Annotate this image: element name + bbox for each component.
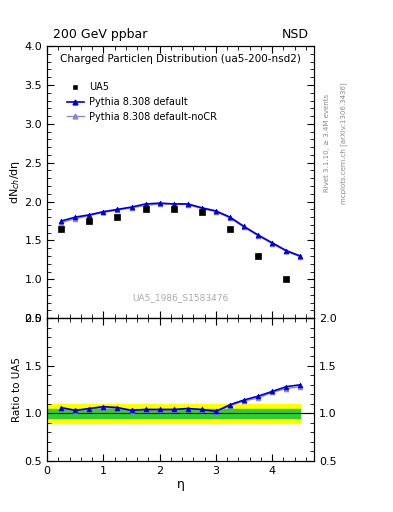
Text: Rivet 3.1.10, ≥ 3.4M events: Rivet 3.1.10, ≥ 3.4M events <box>324 94 330 193</box>
Y-axis label: Ratio to UA5: Ratio to UA5 <box>12 357 22 422</box>
Legend: UA5, Pythia 8.308 default, Pythia 8.308 default-noCR: UA5, Pythia 8.308 default, Pythia 8.308 … <box>63 78 221 125</box>
Text: Charged Particleη Distribution (ua5-200-nsd2): Charged Particleη Distribution (ua5-200-… <box>61 54 301 64</box>
Text: UA5_1986_S1583476: UA5_1986_S1583476 <box>133 293 229 302</box>
Text: NSD: NSD <box>282 28 309 40</box>
Text: 200 GeV ppbar: 200 GeV ppbar <box>53 28 147 40</box>
Y-axis label: dN$_{ch}$/dη: dN$_{ch}$/dη <box>8 160 22 204</box>
X-axis label: η: η <box>177 478 185 492</box>
Text: mcplots.cern.ch [arXiv:1306.3436]: mcplots.cern.ch [arXiv:1306.3436] <box>340 82 347 204</box>
